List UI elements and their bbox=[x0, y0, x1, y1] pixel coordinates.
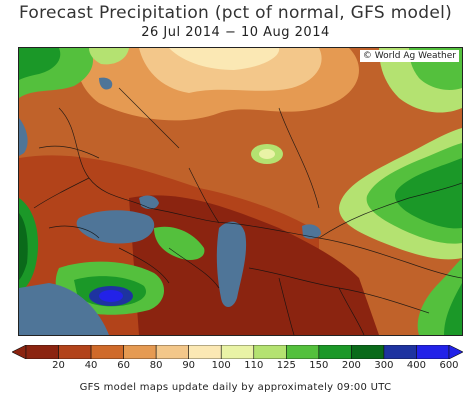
colorbar-swatch bbox=[155, 345, 189, 359]
colorbar-tick-label: 600 bbox=[439, 360, 459, 371]
colorbar-tick-label: 200 bbox=[341, 360, 361, 371]
colorbar-tick-label: 300 bbox=[374, 360, 394, 371]
colorbar-tick-label: 100 bbox=[211, 360, 231, 371]
colorbar-swatch bbox=[188, 345, 222, 359]
colorbar-tick-label: 125 bbox=[276, 360, 296, 371]
colorbar-swatch bbox=[286, 345, 320, 359]
colorbar-tick-label: 90 bbox=[182, 360, 196, 371]
colorbar-tick-label: 20 bbox=[52, 360, 65, 371]
precipitation-field bbox=[19, 48, 462, 335]
colorbar-tick-label: 80 bbox=[149, 360, 163, 371]
colorbar-swatch bbox=[318, 345, 352, 359]
colorbar-swatch bbox=[351, 345, 385, 359]
precipitation-map: © World Ag Weather bbox=[18, 47, 463, 336]
colorbar-swatch bbox=[90, 345, 124, 359]
colorbar-swatch bbox=[383, 345, 417, 359]
colorbar-tick-label: 150 bbox=[309, 360, 329, 371]
colorbar-tick-label: 110 bbox=[244, 360, 264, 371]
colorbar-ticks: 20 40 60 80 90 100 110 125 150 200 300 400 600 bbox=[0, 360, 471, 374]
colorbar-tick-label: 40 bbox=[84, 360, 98, 371]
colorbar-swatch bbox=[25, 345, 59, 359]
update-note: GFS model maps update daily by approxima… bbox=[79, 382, 392, 393]
colorbar-swatch bbox=[58, 345, 92, 359]
colorbar-swatch bbox=[416, 345, 450, 359]
map-subtitle: 26 Jul 2014 − 10 Aug 2014 bbox=[141, 25, 330, 40]
colorbar-arrow-right bbox=[448, 345, 463, 359]
colorbar-tick-label: 60 bbox=[117, 360, 130, 371]
colorbar-swatch bbox=[123, 345, 157, 359]
colorbar-swatch bbox=[253, 345, 287, 359]
colorbar bbox=[12, 345, 463, 359]
colorbar-tick-label: 400 bbox=[406, 360, 426, 371]
colorbar-arrow-left bbox=[12, 345, 27, 359]
colorbar-swatch bbox=[220, 345, 255, 359]
map-title: Forecast Precipitation (pct of normal, G… bbox=[18, 3, 453, 23]
map-credit: © World Ag Weather bbox=[359, 50, 459, 62]
